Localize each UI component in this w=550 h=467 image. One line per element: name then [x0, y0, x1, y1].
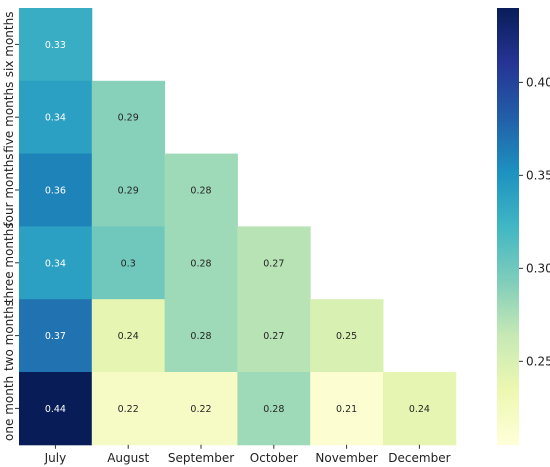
heatmap-cell [19, 299, 93, 373]
colorbar-tick-label: 0.30 [526, 261, 550, 275]
cell-value-label: 0.28 [190, 186, 211, 197]
cell-value-label: 0.34 [45, 113, 66, 124]
heatmap-cell [19, 153, 93, 227]
heatmap-cell [237, 299, 311, 373]
cell-value-label: 0.25 [336, 331, 357, 342]
x-tick-label: November [315, 451, 377, 465]
colorbar-tick-label: 0.25 [526, 354, 550, 368]
cell-value-label: 0.24 [118, 331, 139, 342]
heatmap-cells: 0.33 0.34 0.29 0.36 0.29 0.28 0.34 0.3 0.28 0.27 0… [19, 8, 457, 446]
cell-value-label: 0.28 [190, 258, 211, 269]
x-axis: July August September October November Decemb… [44, 444, 451, 465]
cell-value-label: 0.29 [118, 186, 139, 197]
heatmap-cell [164, 226, 238, 300]
y-tick-label: two months [2, 300, 16, 371]
y-tick-label: six months [2, 12, 16, 78]
cell-value-label: 0.22 [190, 404, 211, 415]
cell-value-label: 0.28 [263, 404, 284, 415]
colorbar-tick-label: 0.40 [526, 75, 550, 89]
heatmap-cell [164, 299, 238, 373]
heatmap-cell [310, 299, 384, 373]
heatmap-cell [164, 372, 238, 446]
heatmap-cell [164, 153, 238, 227]
cell-value-label: 0.37 [45, 331, 66, 342]
cell-value-label: 0.36 [45, 186, 66, 197]
colorbar-tick-label: 0.35 [526, 168, 550, 182]
cell-value-label: 0.29 [118, 113, 139, 124]
heatmap-cell [19, 226, 93, 300]
heatmap-cell [310, 372, 384, 446]
cell-value-label: 0.3 [121, 258, 136, 269]
x-tick-label: October [250, 451, 298, 465]
y-tick-label: four months [2, 153, 16, 226]
colorbar-gradient [497, 8, 519, 445]
cell-value-label: 0.34 [45, 258, 66, 269]
cell-value-label: 0.27 [263, 258, 284, 269]
cell-value-label: 0.27 [263, 331, 284, 342]
heatmap-cell [237, 226, 311, 300]
heatmap-cell [19, 8, 93, 82]
cell-value-label: 0.33 [45, 40, 66, 51]
cell-value-label: 0.24 [409, 404, 430, 415]
cell-value-label: 0.22 [118, 404, 139, 415]
x-tick-label: July [44, 451, 67, 465]
x-tick-label: August [107, 451, 149, 465]
cell-value-label: 0.44 [45, 404, 66, 415]
colorbar: 0.25 0.30 0.35 0.40 [497, 8, 550, 445]
heatmap-cell [383, 372, 457, 446]
heatmap-cell [91, 80, 166, 155]
heatmap-cell [237, 372, 311, 446]
heatmap-cell [91, 226, 166, 300]
y-tick-label: three months [2, 222, 16, 303]
x-tick-label: December [388, 451, 450, 465]
heatmap-cell [91, 299, 166, 373]
heatmap-cell [19, 80, 93, 155]
heatmap-cell [91, 372, 166, 446]
x-tick-label: September [168, 451, 234, 465]
cell-value-label: 0.21 [336, 404, 357, 415]
y-tick-label: five months [2, 82, 16, 153]
heatmap-cell [19, 372, 93, 446]
y-tick-label: one month [2, 376, 16, 441]
cell-value-label: 0.28 [190, 331, 211, 342]
heatmap-cell [91, 153, 166, 227]
